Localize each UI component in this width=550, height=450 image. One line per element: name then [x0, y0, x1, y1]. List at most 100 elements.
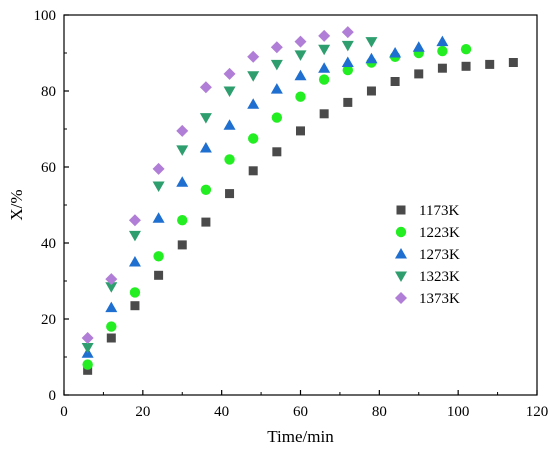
legend-marker [395, 292, 407, 304]
y-tick-label: 60 [41, 160, 56, 176]
data-point [318, 29, 331, 42]
data-point [247, 50, 260, 63]
data-point [485, 59, 495, 69]
data-point [270, 59, 283, 71]
data-point [81, 332, 94, 344]
data-point [154, 270, 164, 280]
data-point [294, 69, 307, 81]
data-point [200, 184, 212, 195]
data-point [270, 41, 283, 54]
data-point [130, 301, 140, 311]
data-point [389, 47, 402, 58]
legend-label: 1173K [419, 203, 459, 219]
legend-marker [395, 226, 407, 238]
data-point [199, 142, 212, 153]
data-point [294, 35, 307, 48]
data-point [318, 44, 331, 56]
data-point [223, 86, 236, 97]
legend-item: 1173K [396, 203, 459, 219]
data-point [201, 217, 211, 227]
data-point [460, 44, 472, 55]
data-point [342, 64, 353, 76]
data-point [461, 61, 471, 71]
data-point [294, 50, 307, 61]
data-point [437, 63, 447, 73]
data-point [248, 133, 259, 144]
y-tick-label: 100 [34, 8, 57, 24]
y-axis-title: X/% [7, 189, 26, 220]
y-tick-label: 40 [41, 236, 56, 252]
data-point [366, 86, 376, 96]
legend-label: 1273K [419, 247, 460, 263]
data-point [270, 83, 283, 94]
data-point [176, 176, 189, 187]
data-point [365, 37, 378, 48]
data-point [247, 98, 260, 109]
data-point [341, 26, 354, 39]
series-1373K [81, 26, 354, 344]
axis-ticks [63, 14, 538, 396]
data-point [412, 41, 425, 52]
axis-tick-labels: 0 20 40 60 80 100 120 0 20 40 60 80 100 [34, 8, 549, 420]
data-point [437, 45, 448, 57]
legend-item: 1273K [395, 247, 460, 263]
x-tick-label: 20 [135, 404, 150, 420]
data-point [106, 321, 117, 332]
data-point [153, 251, 164, 262]
data-point [199, 113, 212, 124]
data-point [129, 287, 141, 298]
data-point [271, 112, 283, 123]
x-axis-title: Time/min [267, 427, 334, 446]
x-tick-label: 100 [447, 404, 470, 420]
legend-marker [395, 271, 407, 282]
data-point [177, 215, 188, 226]
data-point [105, 282, 118, 293]
legend-label: 1223K [419, 225, 460, 241]
data-point [105, 273, 118, 286]
data-point [390, 77, 400, 86]
data-point [365, 52, 378, 64]
data-point [272, 147, 282, 157]
data-point [223, 67, 236, 80]
data-point [296, 126, 305, 136]
data-point [128, 214, 141, 227]
data-point [343, 97, 353, 107]
y-tick-label: 80 [41, 84, 56, 100]
data-point [225, 189, 235, 199]
legend-item: 1323K [395, 269, 460, 285]
data-point [152, 181, 165, 192]
series-1173K [83, 58, 518, 375]
legend: 1173K 1223K 1273K 1323K 1373K [395, 203, 460, 307]
data-point [176, 145, 189, 156]
data-point [224, 154, 235, 165]
legend-marker [395, 248, 407, 259]
data-point [152, 212, 165, 223]
data-point [81, 343, 94, 354]
data-point [508, 58, 518, 67]
data-point [106, 333, 116, 343]
data-point [319, 109, 329, 119]
series-1323K [81, 37, 378, 354]
data-point [223, 119, 236, 130]
legend-label: 1373K [419, 291, 460, 307]
data-point [83, 365, 93, 375]
legend-label: 1323K [419, 269, 460, 285]
data-point [318, 62, 331, 73]
data-point [248, 166, 258, 176]
data-point [247, 71, 260, 82]
x-tick-label: 40 [214, 404, 229, 420]
data-point [436, 35, 449, 47]
data-point [128, 230, 141, 242]
data-point [176, 124, 189, 137]
data-point [152, 162, 165, 175]
data-point [295, 91, 306, 102]
data-point [82, 359, 93, 370]
legend-item: 1373K [395, 291, 460, 307]
x-tick-label: 80 [372, 404, 387, 420]
y-tick-label: 0 [49, 388, 57, 404]
legend-marker [396, 205, 406, 215]
data-point [341, 56, 354, 67]
data-point [341, 40, 354, 52]
data-point [414, 69, 424, 79]
